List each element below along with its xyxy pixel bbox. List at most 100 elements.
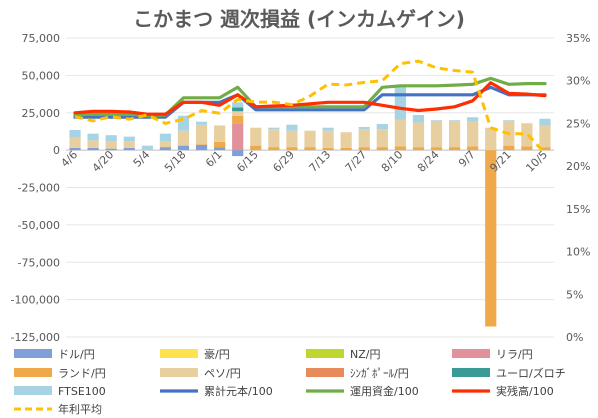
chart-title: こかまつ 週次損益 (インカムゲイン) (133, 7, 465, 31)
x-tick-label: 10/5 (523, 148, 550, 175)
y-left-tick-label: -125,000 (11, 331, 60, 344)
bar-segment (159, 141, 172, 148)
bar-segment (430, 121, 443, 148)
bar-segment (322, 127, 334, 131)
bar-segment (69, 147, 81, 151)
bar-segment (304, 130, 316, 148)
bar-segment (521, 146, 533, 151)
bar-segment (214, 141, 226, 148)
bar-segment (376, 129, 388, 148)
x-axis: 4/6 4/20 5/4 5/18 6/1 6/15 6/29 7/13 7/27 8/10 8/2… (58, 148, 550, 175)
y-left-tick-label: -50,000 (18, 219, 60, 232)
bar-segment (105, 148, 117, 151)
x-tick-label: 5/18 (162, 148, 189, 175)
legend-label: 豪/円 (204, 347, 230, 361)
bar-segment (141, 145, 153, 151)
bar-segment (521, 123, 533, 147)
bar-segment (232, 123, 244, 151)
bar-segment (123, 141, 135, 148)
bar-segment (177, 145, 190, 151)
legend-label: 運用資金/100 (350, 384, 419, 398)
bar-segment (214, 147, 226, 151)
bar-segment (340, 132, 352, 148)
legend-label: ランド/円 (58, 367, 106, 380)
legend-label: FTSE100 (58, 385, 106, 398)
bars (69, 86, 551, 327)
bar-segment (232, 102, 244, 108)
legend-label: リラ/円 (496, 348, 533, 361)
bar-segment (412, 114, 425, 123)
bar-segment (105, 135, 117, 142)
bar-segment (376, 147, 388, 151)
bar-segment (430, 120, 443, 122)
y-right-tick-label: 15% (566, 203, 590, 216)
bar-segment (485, 150, 497, 327)
bar-segment (195, 121, 208, 125)
x-tick-label: 9/7 (456, 148, 478, 170)
y-left-tick-label: 50,000 (22, 69, 61, 82)
legend-label: ユーロ/ズロチ (496, 366, 566, 380)
bar-segment (503, 120, 515, 121)
bar-segment (340, 147, 352, 151)
bar-segment (322, 130, 334, 148)
legend-label: ペソ/円 (204, 367, 241, 380)
bar-segment (322, 147, 334, 151)
bar-segment (87, 133, 99, 141)
legend-swatch (452, 349, 490, 358)
bar-segment (467, 117, 479, 122)
legend-swatch (160, 349, 198, 358)
bar-segment (250, 127, 262, 146)
bar-segment (448, 147, 461, 151)
bar-segment (177, 130, 190, 146)
y-left-tick-label: -25,000 (18, 182, 60, 195)
bar-segment (467, 121, 479, 147)
bar-segment (69, 129, 81, 138)
bar-segment (195, 124, 208, 145)
y-right-tick-label: 35% (566, 32, 590, 45)
bar-segment (304, 147, 316, 151)
series-line (73, 81, 547, 116)
bar-segment (232, 115, 244, 124)
y-right-tick-label: 0% (566, 331, 583, 344)
bar-segment (286, 130, 298, 148)
bar-segment (268, 129, 280, 148)
x-tick-label: 8/10 (379, 148, 406, 175)
bar-segment (286, 124, 298, 131)
y-right-tick-label: 10% (566, 246, 590, 259)
bar-segment (214, 125, 226, 142)
bar-segment (268, 147, 280, 151)
legend-label: NZ/円 (350, 348, 380, 361)
bar-segment (123, 136, 135, 142)
bar-segment (177, 115, 190, 131)
bar-segment (105, 141, 117, 149)
bar-segment (485, 127, 497, 151)
left-axis: 75,000 50,000 25,000 0 -25,000 -50,000 -75,000… (11, 32, 60, 344)
bar-segment (159, 133, 172, 142)
bar-segment (358, 147, 370, 151)
bar-segment (448, 120, 461, 148)
y-right-tick-label: 30% (566, 75, 590, 88)
bar-segment (448, 120, 461, 121)
bar-segment (87, 140, 99, 148)
bar-segment (539, 147, 551, 151)
bar-segment (394, 119, 406, 147)
legend-label: ｼﾝｶﾞﾎﾟｰﾙ/円 (350, 367, 409, 380)
x-tick-label: 4/20 (90, 148, 117, 175)
x-tick-label: 4/6 (58, 148, 80, 170)
bar-segment (412, 147, 425, 151)
x-tick-label: 7/13 (307, 148, 334, 175)
bar-segment (195, 144, 208, 151)
legend-swatch (306, 349, 344, 358)
y-left-tick-label: -75,000 (18, 256, 60, 269)
bar-segment (69, 137, 81, 148)
y-left-tick-label: 0 (53, 144, 60, 157)
legend-swatch (160, 368, 198, 377)
y-left-tick-label: 75,000 (22, 32, 61, 45)
bar-segment (195, 144, 208, 145)
y-right-tick-label: 20% (566, 160, 590, 173)
y-right-tick-label: 5% (566, 288, 583, 301)
bar-segment (358, 129, 370, 148)
legend-swatch (14, 368, 52, 377)
y-right-tick-label: 25% (566, 117, 590, 130)
